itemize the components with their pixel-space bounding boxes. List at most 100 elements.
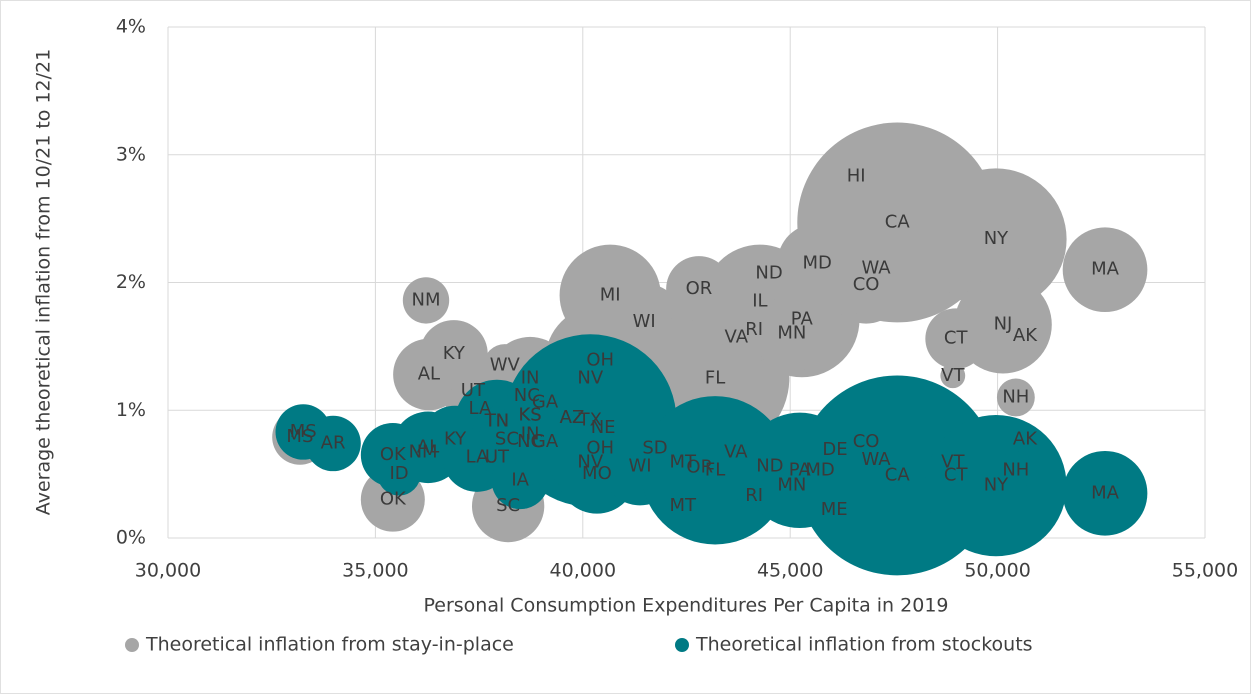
x-tick-label: 30,000 bbox=[135, 560, 201, 582]
point-label: KY bbox=[443, 343, 466, 364]
point-label: AZ bbox=[560, 407, 585, 428]
point-label: SC bbox=[496, 495, 520, 516]
point-label: CT bbox=[944, 464, 969, 485]
point-label: OH bbox=[586, 349, 614, 370]
point-label: OK bbox=[380, 444, 407, 465]
point-label: NM bbox=[412, 289, 441, 310]
point-label: VT bbox=[941, 452, 965, 473]
point-label: NM bbox=[409, 441, 438, 462]
point-label: GA bbox=[532, 431, 559, 452]
point-label: CO bbox=[853, 431, 880, 452]
point-label: MA bbox=[1091, 259, 1120, 280]
point-label: ID bbox=[389, 463, 408, 484]
point-label: NJ bbox=[994, 314, 1013, 335]
point-label: ME bbox=[821, 499, 848, 520]
point-label: AK bbox=[1013, 325, 1038, 346]
point-label: VA bbox=[725, 326, 749, 347]
point-label: WV bbox=[490, 355, 521, 376]
point-label: MO bbox=[582, 463, 612, 484]
y-tick-label: 3% bbox=[116, 143, 146, 165]
legend-marker bbox=[675, 638, 689, 652]
point-label: MS bbox=[290, 421, 317, 442]
x-tick-label: 40,000 bbox=[550, 560, 616, 582]
y-axis-title: Average theoretical inflation from 10/21… bbox=[33, 49, 55, 515]
point-label: IA bbox=[511, 470, 529, 491]
x-tick-label: 50,000 bbox=[964, 560, 1030, 582]
point-label: AR bbox=[321, 432, 346, 453]
point-label: AL bbox=[418, 363, 440, 384]
point-label: CA bbox=[885, 211, 911, 232]
point-label: WA bbox=[861, 257, 891, 278]
point-label: RI bbox=[745, 319, 763, 340]
point-label: MS bbox=[286, 426, 313, 447]
bubble bbox=[1062, 450, 1148, 536]
point-label: NC bbox=[517, 431, 543, 452]
point-label: AL bbox=[417, 436, 439, 457]
point-label: MI bbox=[600, 284, 621, 305]
point-label: CO bbox=[853, 274, 880, 295]
point-label: WI bbox=[633, 311, 656, 332]
point-label: RI bbox=[745, 485, 763, 506]
point-label: MT bbox=[670, 495, 698, 516]
point-label: MN bbox=[777, 323, 806, 344]
point-label: TN bbox=[484, 411, 509, 432]
point-label: NC bbox=[514, 385, 540, 406]
y-tick-label: 2% bbox=[116, 271, 146, 293]
bubble bbox=[305, 415, 361, 472]
point-label: NY bbox=[984, 228, 1009, 249]
point-label: PA bbox=[791, 309, 814, 330]
point-label: AZ bbox=[560, 407, 585, 428]
x-tick-label: 35,000 bbox=[342, 560, 408, 582]
point-label: GA bbox=[532, 392, 559, 413]
point-label: LA bbox=[466, 447, 489, 468]
point-label: ND bbox=[756, 455, 783, 476]
point-label: NH bbox=[1002, 459, 1029, 480]
point-label: KS bbox=[519, 404, 542, 425]
x-axis-title: Personal Consumption Expenditures Per Ca… bbox=[424, 595, 949, 617]
point-label: LA bbox=[469, 398, 492, 419]
point-label: PA bbox=[789, 459, 812, 480]
point-label: NH bbox=[1002, 386, 1029, 407]
bubble bbox=[753, 295, 831, 372]
y-tick-label: 4% bbox=[116, 16, 146, 38]
point-label: NY bbox=[984, 475, 1009, 496]
point-label: ND bbox=[755, 263, 782, 284]
point-label: FL bbox=[705, 367, 725, 388]
x-tick-label: 45,000 bbox=[757, 560, 823, 582]
point-label: SD bbox=[642, 438, 667, 459]
point-label: HI bbox=[847, 165, 866, 186]
legend-label: Theoretical inflation from stay-in-place bbox=[145, 634, 514, 656]
y-tick-label: 1% bbox=[116, 399, 146, 421]
point-label: VT bbox=[941, 365, 965, 386]
point-label: NV bbox=[577, 367, 603, 388]
point-label: KS bbox=[519, 404, 542, 425]
point-label: VA bbox=[724, 441, 748, 462]
point-label: MA bbox=[1091, 482, 1120, 503]
point-label: IN bbox=[521, 424, 540, 445]
point-label: DE bbox=[822, 439, 847, 460]
point-label: WI bbox=[628, 455, 651, 476]
bubble bbox=[996, 451, 1035, 490]
point-label: OR bbox=[686, 457, 713, 478]
point-label: MN bbox=[777, 475, 806, 496]
point-label: UT bbox=[461, 380, 486, 401]
point-label: NE bbox=[591, 417, 616, 438]
point-label: MD bbox=[802, 252, 831, 273]
point-label: NV bbox=[577, 452, 603, 473]
legend-label: Theoretical inflation from stockouts bbox=[695, 634, 1033, 656]
bubble bbox=[1011, 426, 1039, 454]
point-label: CA bbox=[885, 464, 911, 485]
y-tick-label: 0% bbox=[116, 527, 146, 549]
bubble bbox=[925, 168, 1067, 310]
point-label: FL bbox=[705, 459, 725, 480]
point-label: AK bbox=[1013, 429, 1038, 450]
point-label: CT bbox=[944, 328, 969, 349]
point-label: TN bbox=[484, 411, 509, 432]
point-label: MT bbox=[670, 452, 698, 473]
point-label: IN bbox=[521, 367, 540, 388]
point-label: WA bbox=[861, 449, 891, 470]
x-tick-label: 55,000 bbox=[1172, 560, 1238, 582]
bubble bbox=[996, 378, 1035, 417]
point-label: MD bbox=[805, 459, 834, 480]
